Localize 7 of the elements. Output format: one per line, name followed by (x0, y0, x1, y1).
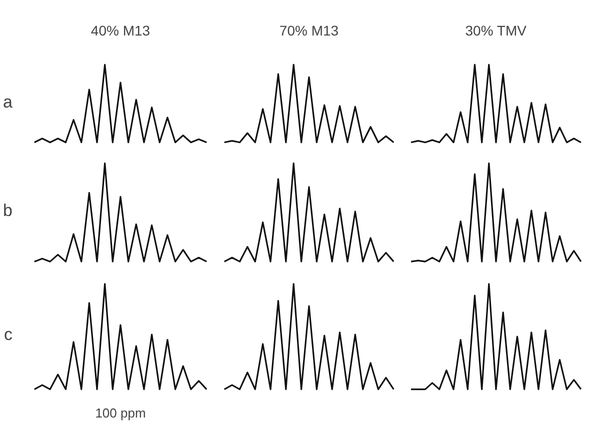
chart-title: 30% TMV (465, 22, 528, 38)
y-axis-title: c (4, 325, 13, 344)
chart-title: 40% M13 (90, 22, 150, 38)
y-axis-title: b (3, 201, 13, 220)
y-axis-title: a (3, 92, 14, 112)
chart-title: 70% M13 (279, 22, 339, 38)
text: 100 ppm (95, 406, 146, 420)
